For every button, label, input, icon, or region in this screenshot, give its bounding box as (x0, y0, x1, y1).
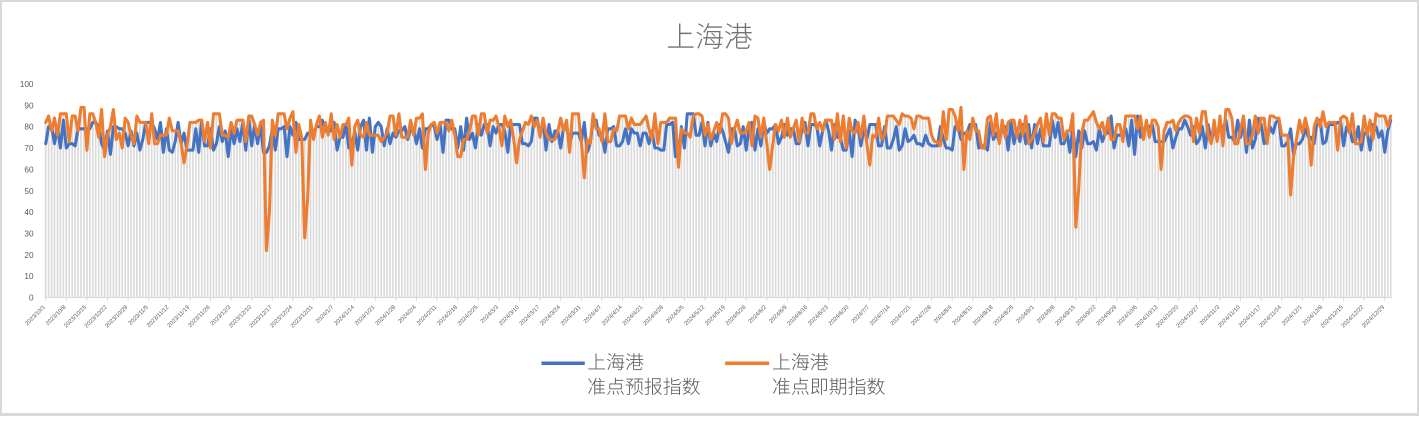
svg-text:0: 0 (29, 294, 34, 303)
svg-text:50: 50 (24, 187, 34, 196)
svg-text:60: 60 (24, 165, 34, 174)
svg-text:40: 40 (24, 208, 34, 217)
svg-text:20: 20 (24, 251, 34, 260)
svg-text:70: 70 (24, 144, 34, 153)
svg-text:90: 90 (24, 101, 34, 110)
svg-text:80: 80 (24, 123, 34, 132)
svg-text:100: 100 (20, 80, 34, 89)
svg-text:30: 30 (24, 230, 34, 239)
svg-text:10: 10 (24, 272, 34, 281)
